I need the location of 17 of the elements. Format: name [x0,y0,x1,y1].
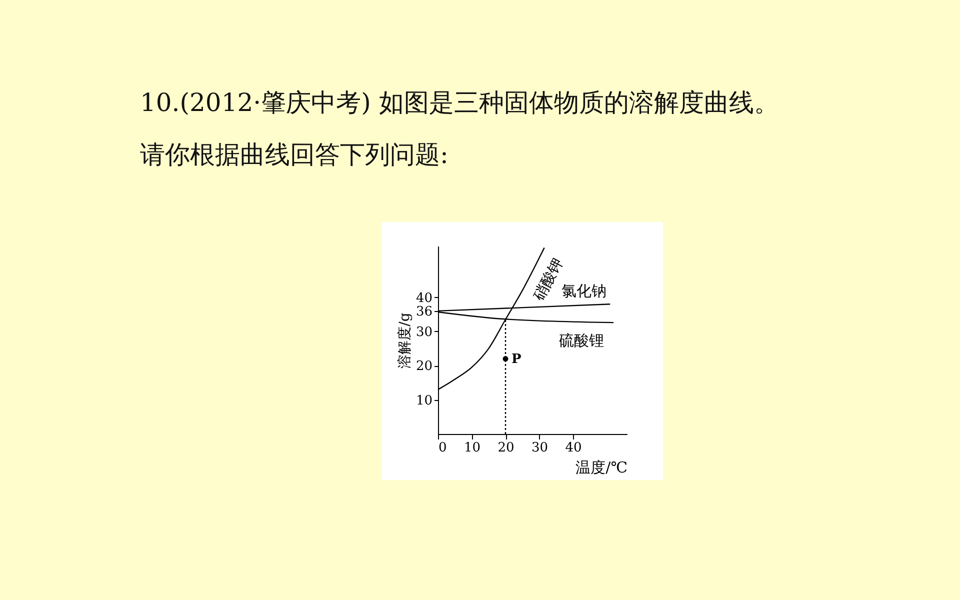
chart-title: 10.(2012·肇庆中考) 如图是三种固体物质的溶解度曲线。 [140,87,779,119]
x-tick-label: 0 [438,440,447,456]
series-label: 硫酸锂 [559,332,604,350]
y-tick-label: 20 [416,359,432,374]
annotation: P [512,352,522,367]
y-tick-label: 30 [416,324,432,340]
y-tick-label: 36 [416,304,432,320]
x-tick-label: 10 [464,440,481,456]
series-label: 氯化钠 [562,282,607,300]
chart-subtitle: 请你根据曲线回答下列问题: [140,139,448,171]
x-tick-label: 40 [565,440,582,456]
x-tick-label: 30 [531,440,548,456]
y-axis-title: 溶解度/g [396,312,413,368]
x-axis-title: 温度/℃ [576,458,628,476]
x-tick-label: 20 [498,440,514,456]
y-tick-label: 40 [416,290,432,306]
y-tick-label: 10 [416,393,432,408]
